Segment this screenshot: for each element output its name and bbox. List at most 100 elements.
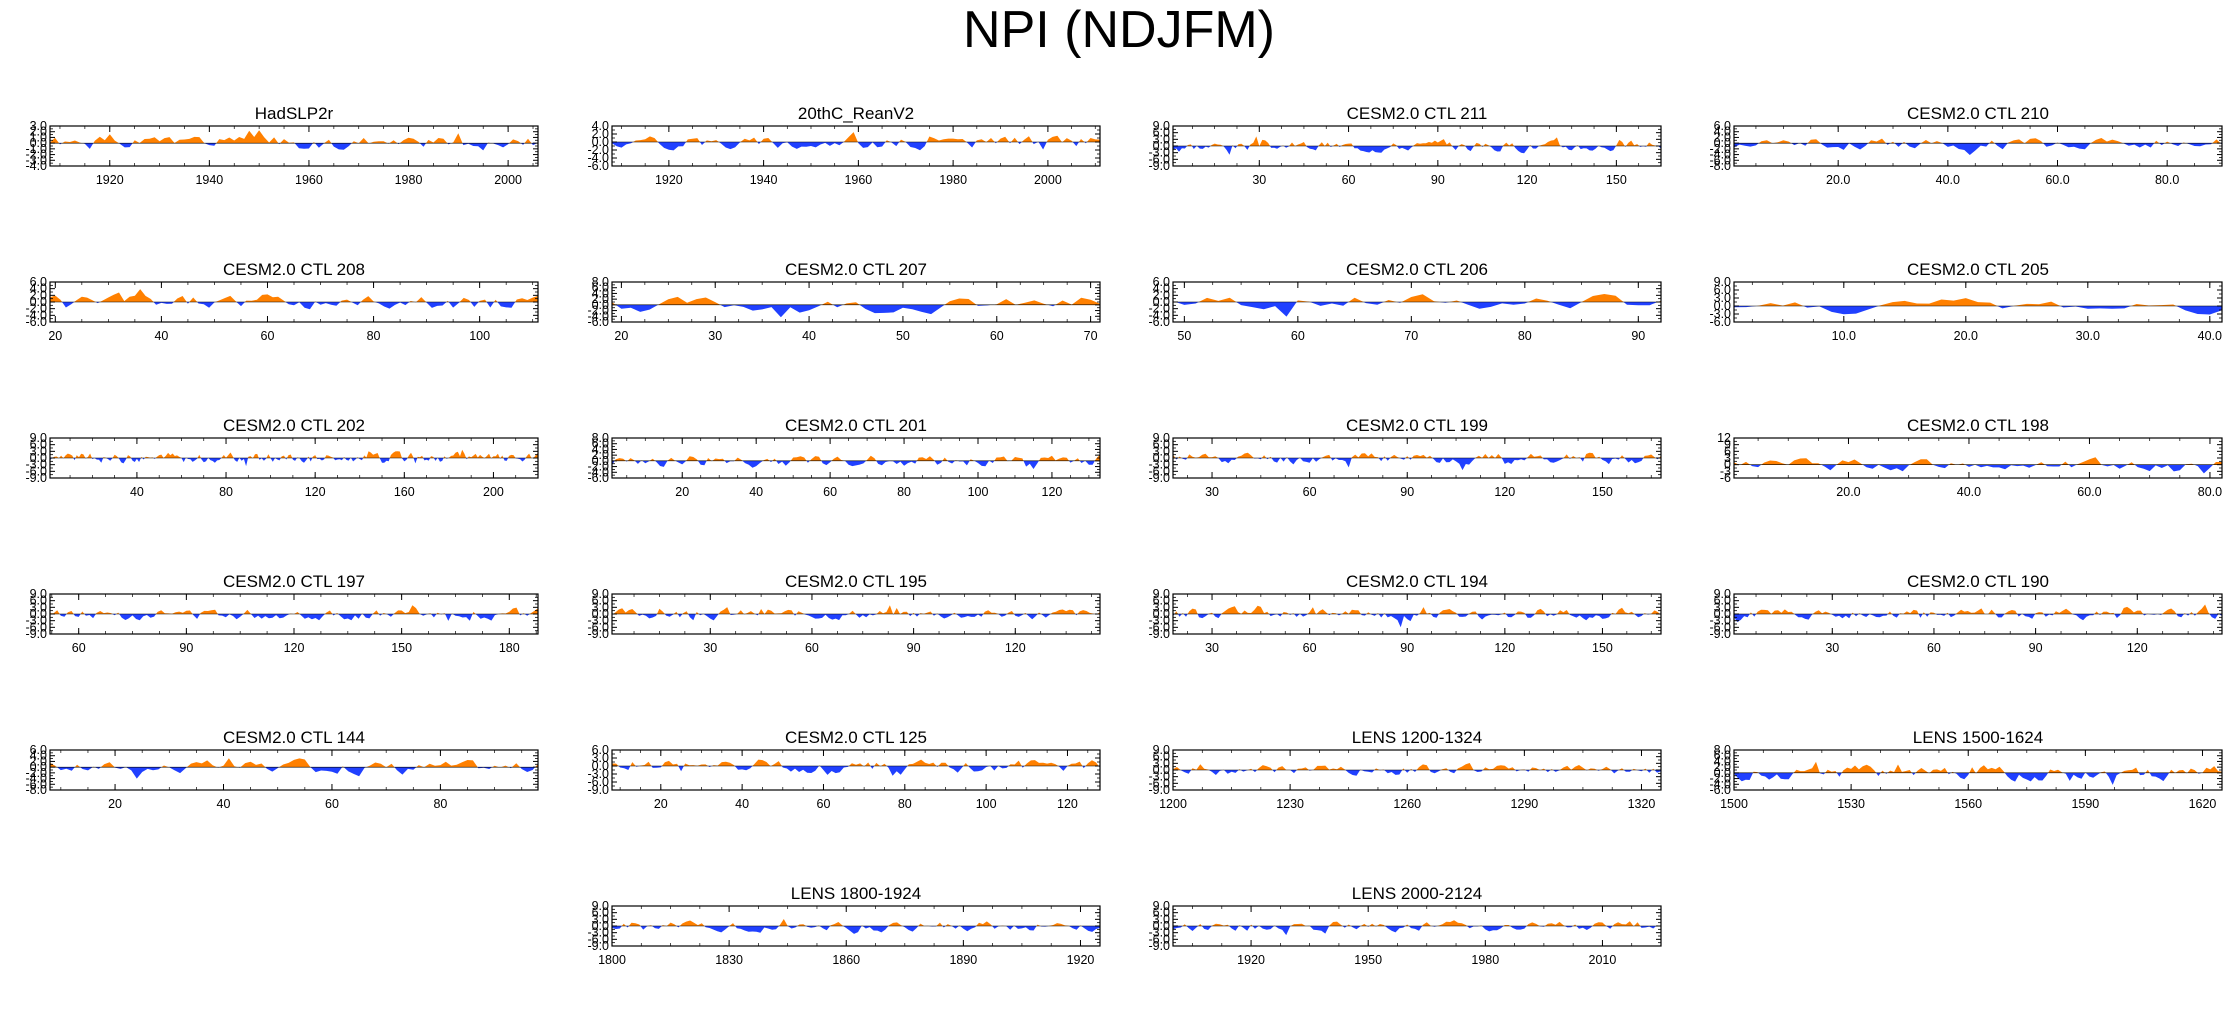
- y-tick-label: 4.0: [30, 282, 47, 296]
- y-tick-label: -2.0: [25, 766, 47, 780]
- y-tick-label: -2.0: [1709, 772, 1731, 786]
- y-tick-label: 6.0: [1153, 906, 1170, 920]
- y-tick-label: -6.0: [25, 777, 47, 791]
- negative-area: [615, 304, 1056, 318]
- x-tick-label: 1560: [1954, 797, 1982, 811]
- x-tick-label: 1940: [195, 173, 223, 187]
- y-tick-label: -2.0: [1148, 302, 1170, 316]
- negative-area: [50, 143, 538, 151]
- y-tick-label: 9.0: [1153, 431, 1170, 445]
- figure-title: NPI (NDJFM): [963, 1, 1275, 59]
- x-tick-label: 1890: [949, 953, 977, 967]
- x-tick-label: 60: [1303, 485, 1317, 499]
- y-tick-label: 0.0: [1714, 299, 1731, 313]
- y-tick-label: 6.0: [1153, 126, 1170, 140]
- x-tick-label: 1260: [1393, 797, 1421, 811]
- panel-title: HadSLP2r: [255, 104, 334, 123]
- panel-4: CESM2.0 CTL 210 -8.0-6.0-4.0-2.00.02.04.0…: [1709, 104, 2223, 187]
- y-tick-label: 0.0: [592, 454, 609, 468]
- x-tick-label: 120: [1517, 173, 1538, 187]
- y-tick-label: -9.0: [1709, 627, 1731, 641]
- x-tick-label: 150: [391, 641, 412, 655]
- panel-15: CESM2.0 CTL 194 -9.0-6.0-3.00.03.06.09.0 3…: [1148, 572, 1662, 655]
- y-tick-label: 12: [1717, 431, 1731, 445]
- x-tick-label: 60: [823, 485, 837, 499]
- y-tick-label: 2.0: [592, 448, 609, 462]
- y-tick-label: -9.0: [587, 783, 609, 797]
- x-tick-label: 1980: [1471, 953, 1499, 967]
- panel-14: CESM2.0 CTL 195 -9.0-6.0-3.00.03.06.09.0 3…: [587, 572, 1101, 655]
- x-tick-label: 1830: [715, 953, 743, 967]
- y-tick-label: -6.0: [1709, 620, 1731, 634]
- y-tick-label: 6: [1724, 444, 1731, 458]
- x-tick-label: 180: [499, 641, 520, 655]
- x-tick-label: 90: [179, 641, 193, 655]
- y-tick-label: -3.0: [1709, 307, 1731, 321]
- y-tick-label: 3.0: [592, 751, 609, 765]
- x-tick-label: 40: [217, 797, 231, 811]
- y-tick-label: -6.0: [1148, 464, 1170, 478]
- y-tick-label: 3: [1724, 451, 1731, 465]
- y-tick-label: 0.0: [1153, 763, 1170, 777]
- x-tick-label: 10.0: [1832, 329, 1856, 343]
- y-tick-label: -6: [1720, 471, 1731, 485]
- panel-title: LENS 1800-1924: [791, 884, 921, 903]
- x-tick-label: 60: [1342, 173, 1356, 187]
- x-tick-label: 60: [817, 797, 831, 811]
- y-tick-label: 6.0: [1714, 749, 1731, 763]
- panel-title: CESM2.0 CTL 205: [1907, 260, 2049, 279]
- x-tick-label: 150: [1606, 173, 1627, 187]
- positive-area: [50, 289, 538, 302]
- y-tick-label: -4.0: [587, 465, 609, 479]
- x-tick-label: 120: [305, 485, 326, 499]
- y-tick-label: 4.0: [592, 286, 609, 300]
- panel-title: CESM2.0 CTL 190: [1907, 572, 2049, 591]
- x-tick-label: 80.0: [2155, 173, 2179, 187]
- y-tick-label: -9.0: [587, 939, 609, 953]
- x-tick-label: 30: [1825, 641, 1839, 655]
- y-tick-label: 0.0: [1714, 136, 1731, 150]
- positive-area: [50, 758, 538, 768]
- y-tick-label: 9.0: [30, 431, 47, 445]
- y-tick-label: 0.0: [1714, 607, 1731, 621]
- negative-area: [1173, 926, 1661, 936]
- positive-area: [50, 605, 538, 614]
- panel-title: CESM2.0 CTL 125: [785, 728, 927, 747]
- panel-11: CESM2.0 CTL 199 -9.0-6.0-3.00.03.06.09.0 3…: [1148, 416, 1662, 499]
- x-tick-label: 1800: [598, 953, 626, 967]
- x-tick-label: 1230: [1276, 797, 1304, 811]
- x-tick-label: 2000: [494, 173, 522, 187]
- y-tick-label: -6.0: [587, 932, 609, 946]
- x-tick-label: 80: [898, 797, 912, 811]
- y-tick-label: -3.0: [1148, 926, 1170, 940]
- y-tick-label: -9.0: [25, 471, 47, 485]
- y-tick-label: -3.0: [25, 458, 47, 472]
- y-tick-label: 9.0: [1153, 119, 1170, 133]
- x-tick-label: 120: [1494, 641, 1515, 655]
- x-tick-label: 80: [897, 485, 911, 499]
- positive-area: [612, 759, 1100, 766]
- x-tick-label: 60: [261, 329, 275, 343]
- x-tick-label: 1980: [395, 173, 423, 187]
- y-tick-label: 3.0: [1153, 600, 1170, 614]
- x-tick-label: 60.0: [2045, 173, 2069, 187]
- panel-title: 20thC_ReanV2: [798, 104, 914, 123]
- y-tick-label: -4.0: [25, 159, 47, 173]
- y-tick-label: -3.0: [1709, 614, 1731, 628]
- y-tick-label: -2.0: [587, 143, 609, 157]
- y-tick-label: 2.0: [30, 125, 47, 139]
- y-tick-label: -6.0: [25, 464, 47, 478]
- y-tick-label: 0.0: [30, 760, 47, 774]
- y-tick-label: 0.0: [30, 607, 47, 621]
- y-tick-label: -6.0: [25, 315, 47, 329]
- y-tick-label: -2.0: [587, 460, 609, 474]
- x-tick-label: 1620: [2189, 797, 2217, 811]
- x-tick-label: 80: [1518, 329, 1532, 343]
- x-tick-label: 2000: [1034, 173, 1062, 187]
- y-tick-label: -4.0: [1148, 308, 1170, 322]
- y-tick-label: 2.0: [592, 127, 609, 141]
- y-tick-label: -9.0: [1148, 159, 1170, 173]
- x-tick-label: 1290: [1510, 797, 1538, 811]
- y-tick-label: 1.0: [30, 130, 47, 144]
- y-tick-label: 3.0: [1153, 912, 1170, 926]
